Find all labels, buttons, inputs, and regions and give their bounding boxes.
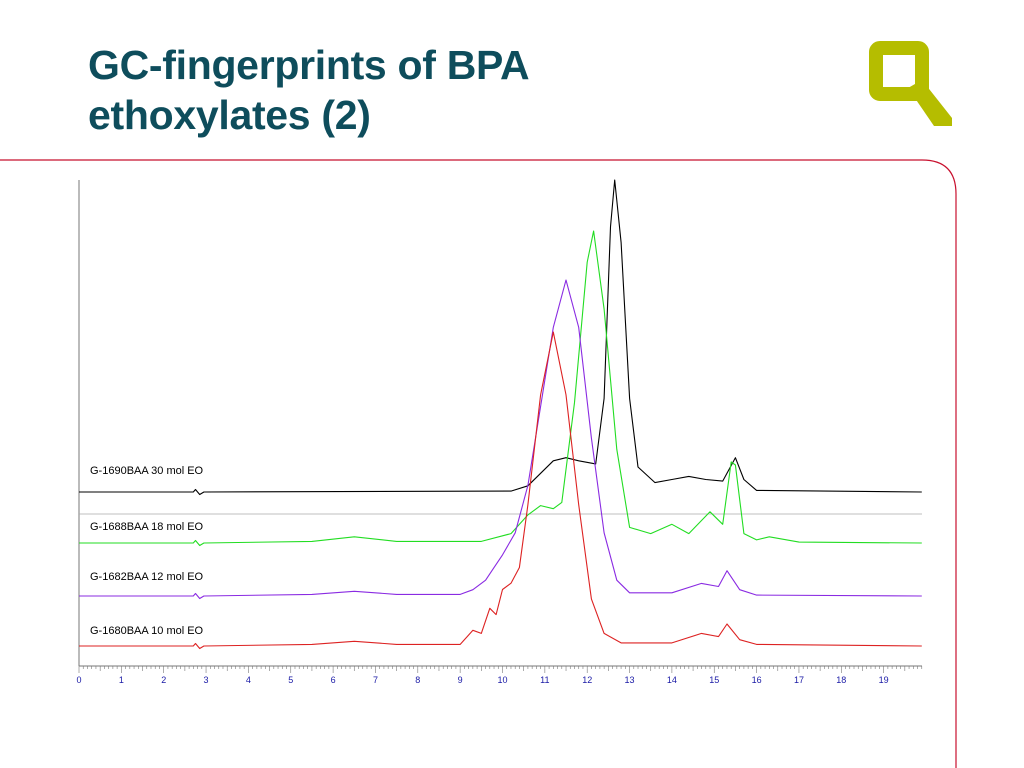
- trace-line: [79, 331, 922, 650]
- x-tick-label: 10: [497, 675, 507, 685]
- chart-trace-labels: G-1690BAA 30 mol EO G-1688BAA 18 mol EO G-…: [90, 465, 204, 637]
- x-tick-label: 16: [752, 675, 762, 685]
- x-tick-label: 17: [794, 675, 804, 685]
- trace-line: [79, 230, 922, 547]
- x-tick-label: 8: [415, 675, 420, 685]
- x-tick-label: 4: [246, 675, 251, 685]
- x-tick-label: 7: [373, 675, 378, 685]
- trace-label: G-1690BAA 30 mol EO: [90, 465, 204, 477]
- x-tick-label: 19: [879, 675, 889, 685]
- chart-axes: 0 1 2 3 4 5 6 7 8 9 10 11 12 13 14 15 16 17 18 19: [76, 180, 923, 685]
- x-tick-label: 14: [667, 675, 677, 685]
- x-tick-label: 12: [582, 675, 592, 685]
- x-tick-label: 9: [458, 675, 463, 685]
- trace-line: [79, 279, 922, 600]
- x-tick-label: 6: [331, 675, 336, 685]
- accent-frame-line: [0, 159, 957, 768]
- trace-label: G-1688BAA 18 mol EO: [90, 521, 204, 533]
- chart-traces: [79, 179, 922, 650]
- x-tick-label: 18: [836, 675, 846, 685]
- x-tick-label: 15: [709, 675, 719, 685]
- page-title: GC-fingerprints of BPA ethoxylates (2): [88, 40, 530, 140]
- x-tick-label: 11: [540, 675, 549, 685]
- x-tick-label: 3: [204, 675, 209, 685]
- trace-line: [79, 179, 922, 496]
- x-tick-label: 2: [161, 675, 166, 685]
- title-line-2: ethoxylates (2): [88, 92, 371, 138]
- title-line-1: GC-fingerprints of BPA: [88, 42, 530, 88]
- x-tick-label: 13: [625, 675, 635, 685]
- x-tick-label: 1: [119, 675, 124, 685]
- trace-label: G-1680BAA 10 mol EO: [90, 625, 204, 637]
- x-tick-label: 0: [76, 675, 81, 685]
- q-logo-icon: [869, 41, 952, 126]
- x-tick-label: 5: [288, 675, 293, 685]
- trace-label: G-1682BAA 12 mol EO: [90, 571, 204, 583]
